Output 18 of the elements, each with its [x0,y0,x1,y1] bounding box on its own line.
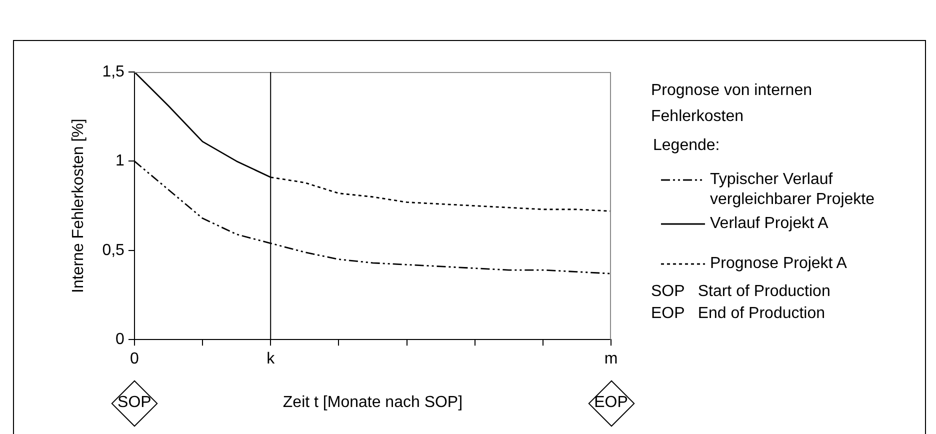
y-tick-label: 0 [116,331,125,348]
legend-label: Verlauf Projekt A [710,214,830,234]
x-tick-label: k [266,350,276,368]
x-tick-label: 0 [130,350,139,368]
y-tick-label: 0,5 [102,242,125,259]
y-axis-title: Interne Fehlerkosten [%] [70,118,88,293]
text: Prognose von internen Fehlerkosten [651,81,813,127]
y-tick-label: 1,5 [102,63,125,80]
x-axis-title: Zeit t [Monate nach SOP] [282,394,463,411]
y-tick-label: 1 [116,152,125,170]
legend-title: Legende: [653,136,721,156]
text: EOP End of Production [651,304,826,324]
x-tick-label: m [604,350,618,368]
text: SOP [118,394,152,412]
text: EOP [594,394,628,412]
text: SOP Start of Production [651,282,832,302]
legend-label: Prognose Projekt A [710,254,848,274]
legend-label: Typischer Verlauf vergleichbarer Projekte [710,170,876,210]
